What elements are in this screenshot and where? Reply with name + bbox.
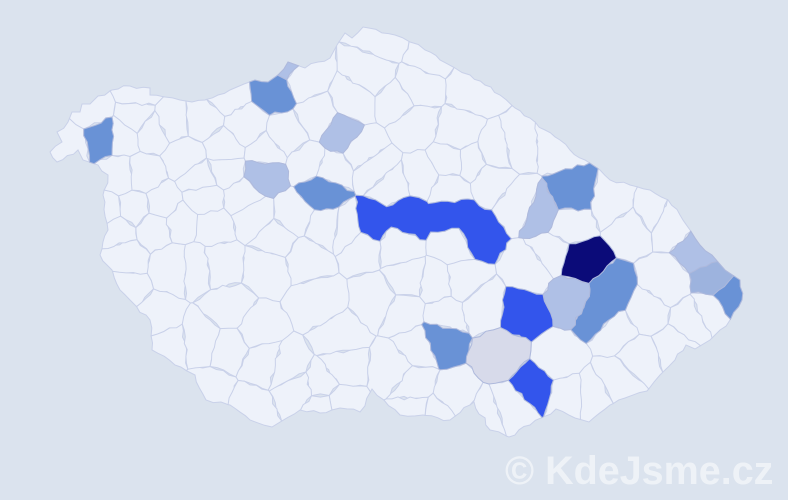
svg-text:© KdeJsme.cz: © KdeJsme.cz [505,449,773,493]
